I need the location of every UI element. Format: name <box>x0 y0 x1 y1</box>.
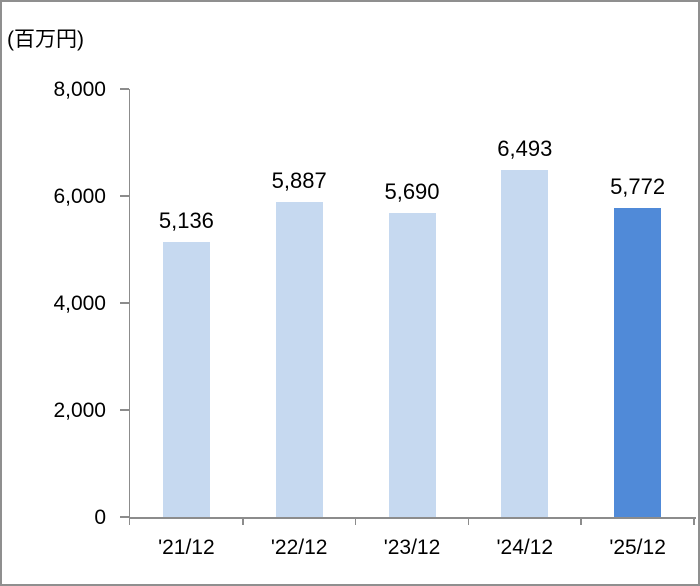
y-axis-tick <box>119 88 129 90</box>
x-axis-tick <box>580 517 582 525</box>
x-axis-label-1: '21/12 <box>158 536 215 559</box>
y-axis-tick <box>119 302 129 304</box>
y-axis-tick-label: 2,000 <box>53 398 106 422</box>
bar-value-label-3: 5,690 <box>384 178 440 204</box>
bar-value-label-5: 5,772 <box>610 174 666 200</box>
x-axis-label-5: '25/12 <box>609 536 666 559</box>
x-axis-tick <box>467 517 470 525</box>
bar-4 <box>501 169 549 517</box>
bar-5 <box>614 208 662 517</box>
x-axis-tick <box>354 517 357 525</box>
bar-value-label-2: 5,887 <box>271 168 327 194</box>
y-axis-tick-label: 8,000 <box>53 77 106 101</box>
y-axis-tick-label: 6,000 <box>53 184 106 208</box>
x-axis-label-3: '23/12 <box>383 536 441 559</box>
y-axis-tick <box>119 516 129 518</box>
bar-2 <box>275 202 323 517</box>
y-axis-tick <box>119 409 129 411</box>
y-axis-tick-label: 0 <box>94 505 106 529</box>
x-axis-tick <box>242 517 244 525</box>
y-axis-tick <box>119 195 129 197</box>
y-axis-line <box>128 89 130 525</box>
bar-1 <box>162 242 210 517</box>
x-axis-label-4: '24/12 <box>496 536 554 559</box>
x-axis-line <box>130 517 696 519</box>
unit-label: (百万円) <box>7 28 84 51</box>
x-axis-tick <box>693 517 695 525</box>
bar-value-label-1: 5,136 <box>158 208 214 234</box>
y-axis-tick-label: 4,000 <box>53 291 106 315</box>
x-axis-label-2: '22/12 <box>270 536 328 559</box>
bar-value-label-4: 6,493 <box>497 135 553 161</box>
bar-3 <box>388 212 436 517</box>
